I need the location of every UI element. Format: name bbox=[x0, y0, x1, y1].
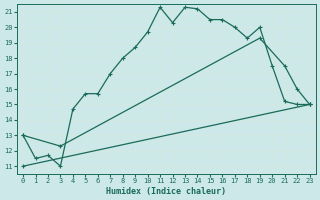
X-axis label: Humidex (Indice chaleur): Humidex (Indice chaleur) bbox=[106, 187, 226, 196]
